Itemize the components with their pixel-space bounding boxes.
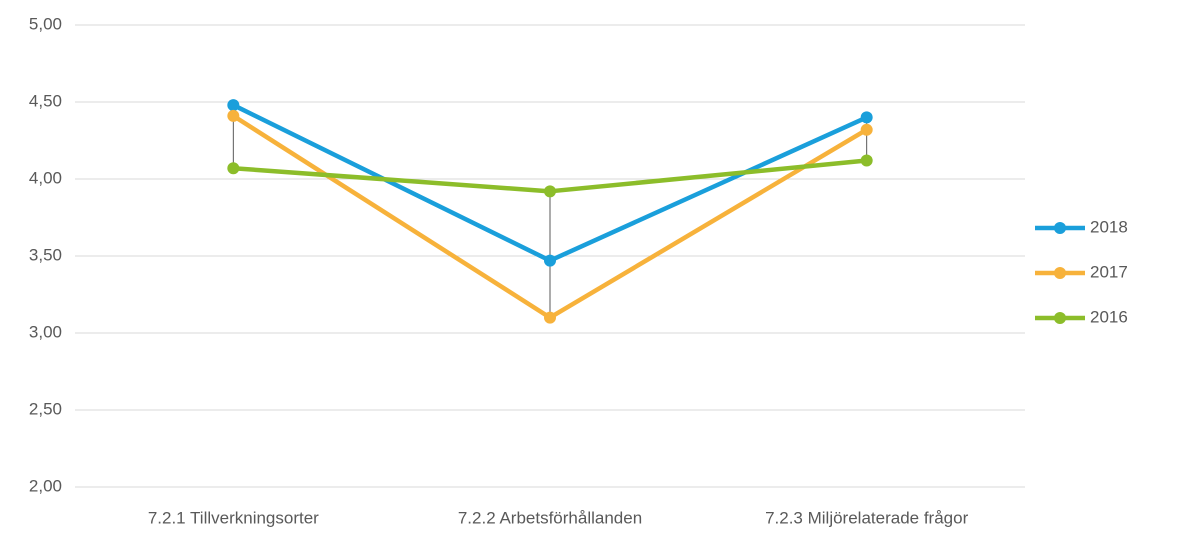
y-tick-label: 5,00 xyxy=(29,14,62,33)
y-tick-label: 4,00 xyxy=(29,168,62,187)
y-tick-label: 2,00 xyxy=(29,476,62,495)
marker xyxy=(227,162,240,175)
x-tick-label: 7.2.1 Tillverkningsorter xyxy=(148,508,319,527)
x-tick-label: 7.2.2 Arbetsförhållanden xyxy=(458,508,642,527)
legend-label: 2016 xyxy=(1090,307,1128,326)
y-tick-label: 4,50 xyxy=(29,91,62,110)
legend-label: 2018 xyxy=(1090,217,1128,236)
marker xyxy=(860,123,873,136)
legend-marker xyxy=(1054,222,1066,234)
marker xyxy=(544,311,556,324)
y-tick-label: 2,50 xyxy=(29,399,62,418)
marker xyxy=(860,111,873,124)
y-tick-label: 3,00 xyxy=(29,322,62,341)
marker xyxy=(544,254,556,267)
y-tick-label: 3,50 xyxy=(29,245,62,264)
marker xyxy=(227,99,240,112)
legend-label: 2017 xyxy=(1090,262,1128,281)
legend-marker xyxy=(1054,312,1066,324)
legend-marker xyxy=(1054,267,1066,279)
marker xyxy=(860,154,873,167)
marker xyxy=(544,185,556,198)
marker xyxy=(227,109,240,122)
x-tick-label: 7.2.3 Miljörelaterade frågor xyxy=(765,508,969,527)
